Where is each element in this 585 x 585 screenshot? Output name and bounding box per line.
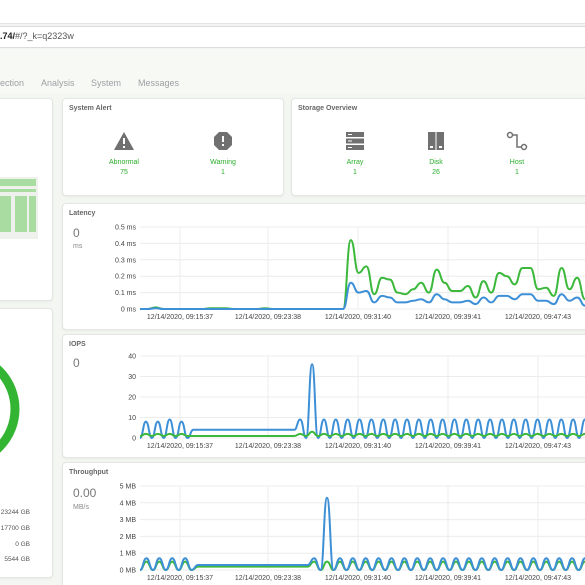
capacity-card xyxy=(0,308,53,578)
storage-host-value: 1 xyxy=(515,169,519,176)
storage-array[interactable]: Array 1 xyxy=(315,131,395,176)
warning-triangle-icon xyxy=(114,132,134,150)
series-line-0 xyxy=(140,239,585,310)
y-tick-label: 0.1 ms xyxy=(115,290,137,297)
x-tick-label: 12/14/2020, 09:47:43 xyxy=(505,314,571,321)
nav-item-analysis[interactable]: Analysis xyxy=(41,78,75,88)
y-tick-label: 0.4 ms xyxy=(115,241,137,248)
y-tick-label: 1 MB xyxy=(120,551,137,558)
storage-array-label: Array xyxy=(346,159,364,166)
capacity-used: 17700 GB xyxy=(0,525,30,532)
alert-abnormal[interactable]: Abnormal 75 xyxy=(84,131,164,176)
capacity-free: 5544 GB xyxy=(4,556,30,563)
alert-abnormal-label: Abnormal xyxy=(109,159,139,166)
x-tick-label: 12/14/2020, 09:15:37 xyxy=(147,314,213,321)
host-icon xyxy=(506,131,528,151)
y-tick-label: 0.3 ms xyxy=(115,257,137,264)
series-line-1 xyxy=(139,430,585,438)
capacity-total: 23244 GB xyxy=(0,509,30,516)
address-url[interactable]: .74/#/?_k=q2323w xyxy=(0,31,74,41)
x-tick-label: 12/14/2020, 09:23:38 xyxy=(235,575,301,582)
throughput-chart[interactable]: 5 MB 4 MB 3 MB 2 MB 1 MB 0 MB 12/14/2020, 09:1… xyxy=(62,462,585,585)
y-tick-label: 10 xyxy=(128,415,136,422)
storage-disk-value: 26 xyxy=(432,169,440,176)
storage-array-value: 1 xyxy=(353,169,357,176)
alert-warning-label: Warning xyxy=(210,159,236,166)
x-tick-label: 12/14/2020, 09:15:37 xyxy=(147,575,213,582)
alert-warning[interactable]: Warning 1 xyxy=(183,131,263,176)
x-tick-label: 12/14/2020, 09:23:38 xyxy=(235,443,301,450)
x-tick-label: 12/14/2020, 09:39:41 xyxy=(415,443,481,450)
latency-chart[interactable]: 0.5 ms 0.4 ms 0.3 ms 0.2 ms 0.1 ms 0 ms 12/14/… xyxy=(62,203,585,330)
system-alert-card: System Alert Abnormal 75 Warning 1 xyxy=(62,98,284,196)
iops-card: IOPS 0 xyxy=(62,334,585,458)
y-tick-label: 4 MB xyxy=(120,500,137,507)
nav-item-system[interactable]: System xyxy=(91,78,122,88)
y-tick-label: 30 xyxy=(128,374,136,381)
x-tick-label: 12/14/2020, 09:39:41 xyxy=(415,314,481,321)
iops-chart[interactable]: 40 30 20 10 0 12/14/2020, 09:15:37 12/14/2020,… xyxy=(62,334,585,458)
y-tick-label: 0.2 ms xyxy=(115,274,137,281)
browser-address-bar[interactable]: .74/#/?_k=q2323w xyxy=(0,26,585,48)
capacity-bar-icon xyxy=(0,177,38,239)
x-tick-label: 12/14/2020, 09:15:37 xyxy=(147,443,213,450)
x-tick-label: 12/14/2020, 09:39:41 xyxy=(415,575,481,582)
x-tick-label: 12/14/2020, 09:31:40 xyxy=(325,575,391,582)
disk-icon xyxy=(428,132,444,150)
storage-overview-title: Storage Overview xyxy=(298,105,358,112)
y-tick-label: 0 MB xyxy=(120,568,137,575)
y-tick-label: 40 xyxy=(128,354,136,361)
latency-value: 0 xyxy=(73,226,80,240)
browser-top-bar xyxy=(0,0,585,24)
x-tick-label: 12/14/2020, 09:47:43 xyxy=(505,575,571,582)
latency-title: Latency xyxy=(69,210,96,217)
y-tick-label: 3 MB xyxy=(120,517,137,524)
alert-abnormal-value: 75 xyxy=(120,169,128,176)
iops-value: 0 xyxy=(73,356,80,370)
y-tick-label: 5 MB xyxy=(120,484,137,491)
y-tick-label: 0.5 ms xyxy=(115,225,137,232)
nav-item-messages[interactable]: Messages xyxy=(138,78,180,88)
overview-card xyxy=(0,98,53,301)
storage-host[interactable]: Host 1 xyxy=(477,131,557,176)
storage-overview-card: Storage Overview Array 1 Disk 26 Host 1 xyxy=(291,98,585,196)
storage-host-label: Host xyxy=(509,159,525,166)
series-line-1 xyxy=(140,281,585,310)
storage-disk-label: Disk xyxy=(429,159,443,166)
series-line-0 xyxy=(139,363,585,440)
capacity-ring-icon xyxy=(0,365,20,453)
alert-warning-value: 1 xyxy=(221,169,225,176)
iops-title: IOPS xyxy=(69,341,86,348)
y-tick-label: 2 MB xyxy=(120,534,137,541)
x-tick-label: 12/14/2020, 09:47:43 xyxy=(505,443,571,450)
y-tick-label: 20 xyxy=(128,395,136,402)
series-line-1 xyxy=(139,496,585,572)
capacity-reserved: 0 GB xyxy=(15,541,30,548)
array-icon xyxy=(346,132,364,150)
y-tick-label: 0 xyxy=(132,436,136,443)
latency-unit: ms xyxy=(73,243,83,250)
y-tick-label: 0 ms xyxy=(121,307,137,314)
alert-circle-icon xyxy=(214,132,232,150)
x-tick-label: 12/14/2020, 09:31:40 xyxy=(325,314,391,321)
x-tick-label: 12/14/2020, 09:23:38 xyxy=(235,314,301,321)
storage-disk[interactable]: Disk 26 xyxy=(396,131,476,176)
throughput-unit: MB/s xyxy=(73,504,89,511)
system-alert-title: System Alert xyxy=(69,105,112,112)
top-nav xyxy=(0,49,585,93)
nav-item-connection[interactable]: ection xyxy=(0,78,25,88)
throughput-value: 0.00 xyxy=(73,486,97,500)
throughput-title: Throughput xyxy=(69,469,109,476)
x-tick-label: 12/14/2020, 09:31:40 xyxy=(325,443,391,450)
